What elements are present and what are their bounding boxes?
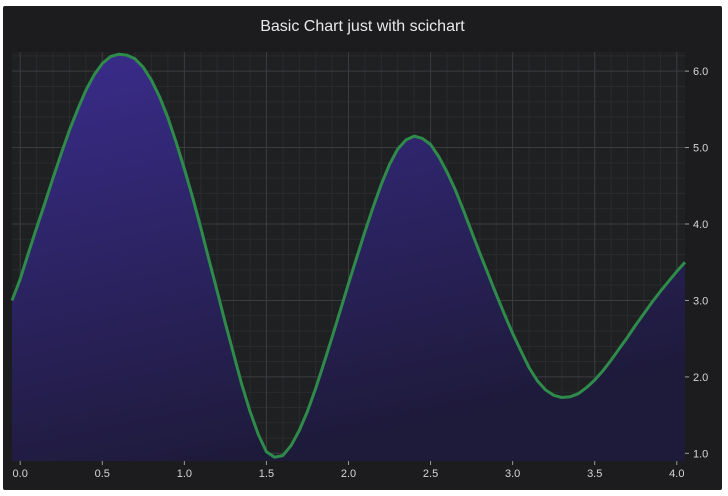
x-tick-label: 3.0 bbox=[505, 468, 520, 480]
x-tick-label: 4.0 bbox=[669, 468, 684, 480]
y-tick-label: 3.0 bbox=[693, 295, 708, 307]
x-tick-label: 1.0 bbox=[177, 468, 192, 480]
x-tick-label: 3.5 bbox=[587, 468, 602, 480]
x-tick-label: 2.0 bbox=[341, 468, 356, 480]
x-axis: 0.0 0.5 1.0 1.5 2.0 2.5 3.0 3.5 4.0 bbox=[13, 461, 685, 480]
x-tick-label: 0.0 bbox=[13, 468, 28, 480]
chart-frame: Basic Chart just with scichart 0.0 0.5 1.0… bbox=[3, 6, 722, 490]
chart-svg[interactable]: 0.0 0.5 1.0 1.5 2.0 2.5 3.0 3.5 4.0 1.0 2.0 3.0 4.0… bbox=[3, 6, 722, 490]
y-tick-label: 5.0 bbox=[693, 143, 708, 155]
x-tick-label: 2.5 bbox=[423, 468, 438, 480]
y-tick-label: 6.0 bbox=[693, 66, 708, 78]
y-tick-label: 1.0 bbox=[693, 448, 708, 460]
y-tick-label: 4.0 bbox=[693, 219, 708, 231]
x-tick-label: 0.5 bbox=[95, 468, 110, 480]
y-axis: 1.0 2.0 3.0 4.0 5.0 6.0 bbox=[685, 66, 708, 460]
y-tick-label: 2.0 bbox=[693, 372, 708, 384]
x-tick-label: 1.5 bbox=[259, 468, 274, 480]
